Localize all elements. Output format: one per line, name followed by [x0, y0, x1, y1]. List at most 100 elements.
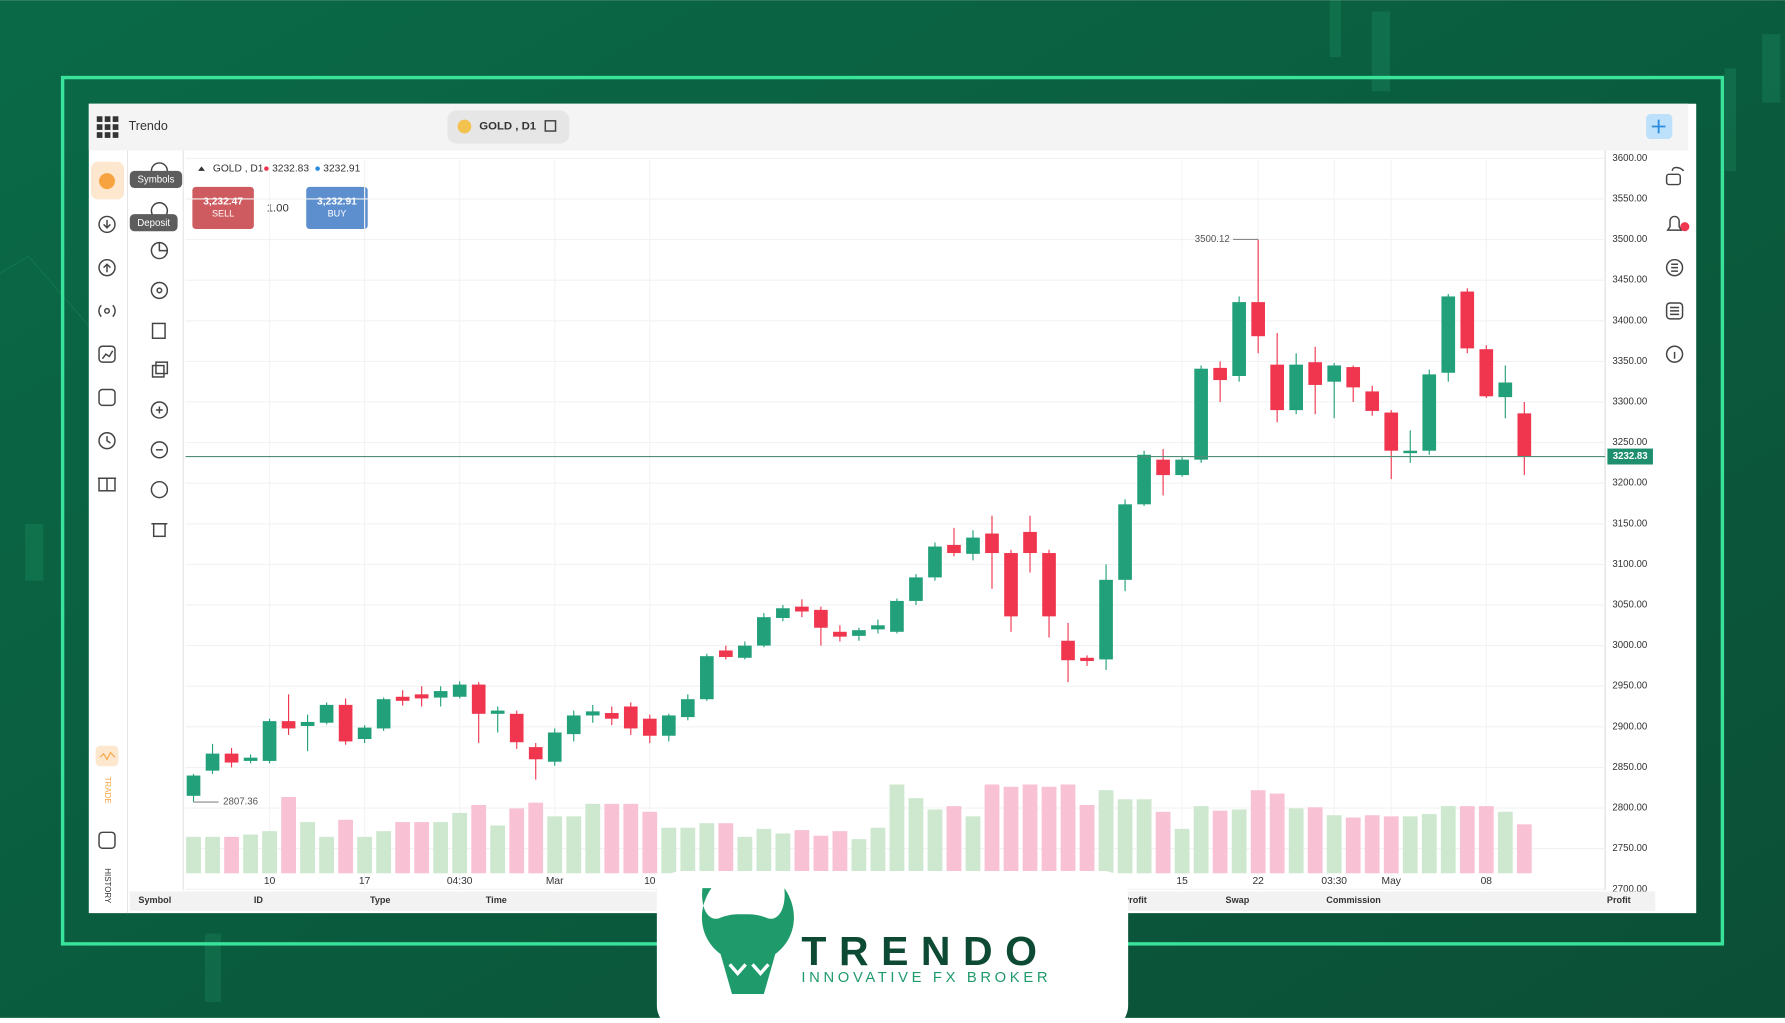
volume-bar: [376, 831, 392, 874]
candle-body: [1156, 459, 1170, 476]
candle-body: [566, 715, 581, 735]
y-tick-label: 3050.00: [1612, 600, 1647, 611]
buy-label[interactable]: BUY: [328, 209, 347, 219]
buy-price[interactable]: 3,232.91: [317, 196, 357, 207]
collapse-icon[interactable]: [198, 166, 205, 171]
y-tick-label: 3150.00: [1612, 518, 1647, 529]
column-header: Time: [486, 895, 507, 905]
volume-input[interactable]: 1.00: [267, 202, 289, 214]
volume-bar: [357, 836, 373, 874]
candle-body: [1422, 374, 1437, 451]
column-header: Symbol: [138, 895, 171, 905]
volume-bar: [1079, 804, 1095, 874]
candle-body: [281, 721, 296, 729]
candle-body: [585, 711, 600, 716]
gold-icon: [457, 119, 472, 134]
volume-bar: [851, 839, 867, 874]
candle-body: [680, 699, 695, 718]
volume-bar: [224, 836, 239, 874]
trade-icon[interactable]: [95, 745, 119, 767]
app-window: [88, 103, 1697, 914]
volume-bar: [205, 836, 220, 874]
volume-bar: [395, 822, 411, 874]
y-tick-label: 3550.00: [1612, 194, 1647, 205]
volume-bar: [642, 811, 658, 874]
sell-button[interactable]: [192, 186, 254, 229]
volume-bar: [1497, 811, 1513, 874]
symbol-tab-label[interactable]: GOLD , D1: [479, 121, 537, 133]
volume-bar: [433, 822, 449, 874]
brand: Trendo: [129, 119, 168, 133]
bull-logo: [701, 888, 794, 994]
candle-body: [1327, 365, 1342, 382]
y-tick-label: 3500.00: [1612, 234, 1647, 245]
candle-body: [1517, 413, 1532, 457]
volume-bar: [1155, 811, 1171, 874]
y-tick-label: 2800.00: [1612, 803, 1647, 814]
volume-bar: [1345, 817, 1361, 874]
nav-trade[interactable]: TRADE: [103, 777, 112, 804]
candle-body: [1137, 454, 1151, 505]
candle-body: [623, 706, 638, 729]
volume-bar: [1231, 809, 1247, 874]
bid: 3232.83: [272, 163, 309, 174]
candle-body: [1498, 382, 1513, 398]
candle-body: [1460, 291, 1475, 349]
volume-bar: [718, 823, 734, 874]
candle-body: [1403, 450, 1418, 454]
right-icons[interactable]: [1665, 166, 1685, 363]
y-tick-label: 2900.00: [1612, 721, 1647, 732]
volume-bar: [186, 836, 201, 874]
y-tick-label: 2850.00: [1612, 762, 1647, 773]
symbol-tab[interactable]: [447, 110, 570, 144]
nav-icon[interactable]: [99, 173, 115, 190]
sell-label[interactable]: SELL: [212, 209, 234, 219]
candle-body: [1004, 553, 1018, 617]
menu-icon[interactable]: [96, 116, 119, 138]
candle-body: [1384, 412, 1399, 451]
volume-bar: [585, 803, 601, 874]
candle-body: [604, 713, 619, 719]
volume-bar: [509, 808, 525, 874]
nav-icons[interactable]: [97, 215, 117, 849]
volume-bar: [1326, 815, 1342, 874]
candle-body: [1365, 391, 1380, 411]
volume-bar: [414, 822, 430, 874]
volume-bar: [661, 827, 677, 874]
volume-bar: [1041, 786, 1057, 874]
candle-body: [1270, 364, 1284, 411]
column-header: Profit: [1607, 895, 1631, 905]
candle-body: [1023, 531, 1037, 554]
buy-button[interactable]: [306, 186, 368, 229]
sell-price[interactable]: 3,232.47: [203, 196, 243, 207]
volume-bar: [1060, 784, 1076, 874]
candle-body: [814, 609, 828, 628]
volume-bar: [243, 834, 258, 874]
logo-card: [656, 871, 1129, 1023]
chart-symbol: GOLD , D1: [213, 163, 264, 174]
fullscreen-icon[interactable]: [544, 120, 557, 132]
volume-bar: [1174, 828, 1190, 874]
top-bar: [88, 103, 1689, 151]
column-header: Profit: [1123, 895, 1147, 905]
candle-body: [890, 600, 904, 632]
plot: 2700.00 2750.00 2800.00 2850.00 2900.00 2950.…: [185, 153, 1653, 895]
volume-bar: [927, 809, 943, 874]
volume-bar: [1117, 799, 1133, 874]
tooltip-text: Deposit: [137, 218, 170, 229]
candle-body: [357, 727, 372, 739]
volume-bar: [775, 833, 791, 874]
tool-icons[interactable]: [150, 162, 169, 538]
candle-body: [757, 617, 771, 646]
nav-history[interactable]: HISTORY: [103, 868, 112, 904]
volume-bar: [1212, 810, 1228, 874]
volume-bar: [490, 825, 506, 874]
candle-body: [1194, 368, 1208, 460]
y-tick-label: 3450.00: [1612, 275, 1647, 286]
x-tick-label: 17: [359, 876, 371, 887]
candle-body: [452, 684, 467, 697]
candle-body: [928, 546, 942, 578]
candle-body: [433, 691, 448, 698]
candle-body: [1099, 579, 1113, 660]
x-tick-label: 22: [1252, 876, 1264, 887]
